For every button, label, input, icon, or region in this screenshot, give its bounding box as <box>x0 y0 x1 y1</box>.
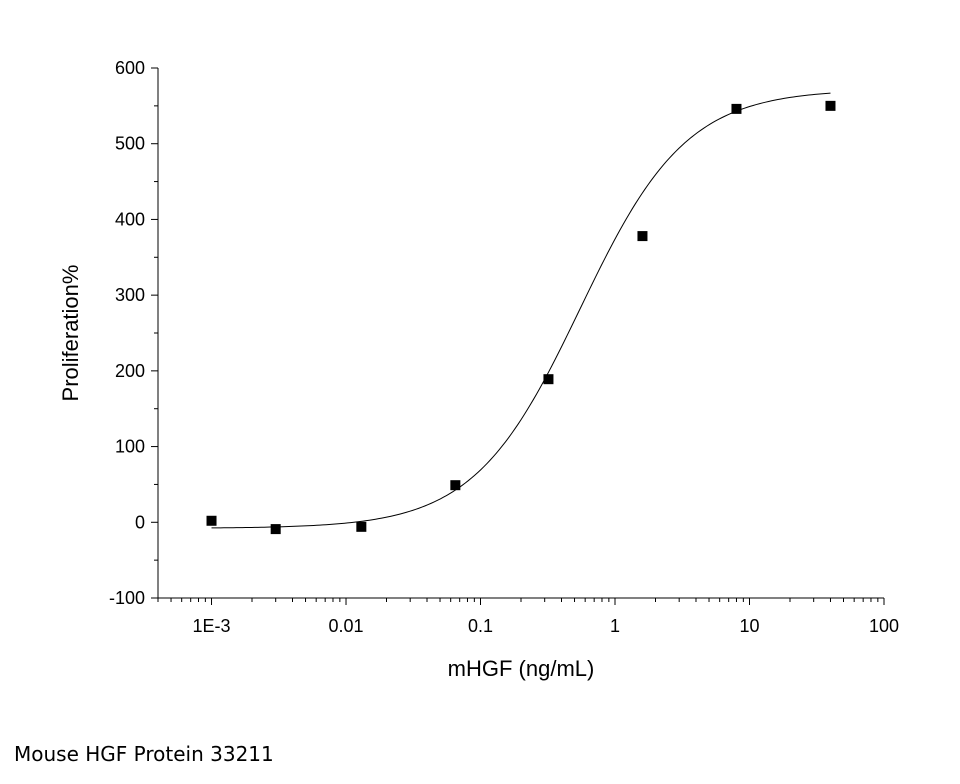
figure-caption: Mouse HGF Protein 33211 <box>14 742 274 766</box>
data-point <box>270 524 281 535</box>
x-tick-label: 0.01 <box>328 616 363 636</box>
data-point <box>206 515 217 526</box>
x-tick-label: 1E-3 <box>193 616 231 636</box>
data-point <box>731 103 742 114</box>
y-tick-label: 500 <box>115 134 145 154</box>
axes <box>151 67 885 605</box>
y-tick-labels: -100 0 100 200 300 400 500 600 <box>109 58 145 608</box>
y-tick-label: 100 <box>115 437 145 457</box>
fit-curve <box>211 92 831 529</box>
data-point <box>637 231 648 242</box>
data-point <box>356 521 367 532</box>
y-tick-label: -100 <box>109 588 145 608</box>
x-tick-labels: 1E-3 0.01 0.1 1 10 100 <box>193 616 900 636</box>
data-point <box>450 480 461 491</box>
y-axis-title: Proliferation% <box>58 265 83 402</box>
x-axis-title: mHGF (ng/mL) <box>448 656 595 681</box>
data-points <box>206 100 836 535</box>
x-tick-label: 1 <box>610 616 620 636</box>
x-tick-label: 10 <box>739 616 759 636</box>
x-tick-label: 100 <box>869 616 899 636</box>
y-tick-label: 200 <box>115 361 145 381</box>
data-point <box>543 374 554 385</box>
y-tick-label: 0 <box>135 512 145 532</box>
y-tick-label: 400 <box>115 209 145 229</box>
y-tick-label: 300 <box>115 285 145 305</box>
data-point <box>825 100 836 111</box>
x-tick-label: 0.1 <box>468 616 493 636</box>
y-tick-label: 600 <box>115 58 145 78</box>
